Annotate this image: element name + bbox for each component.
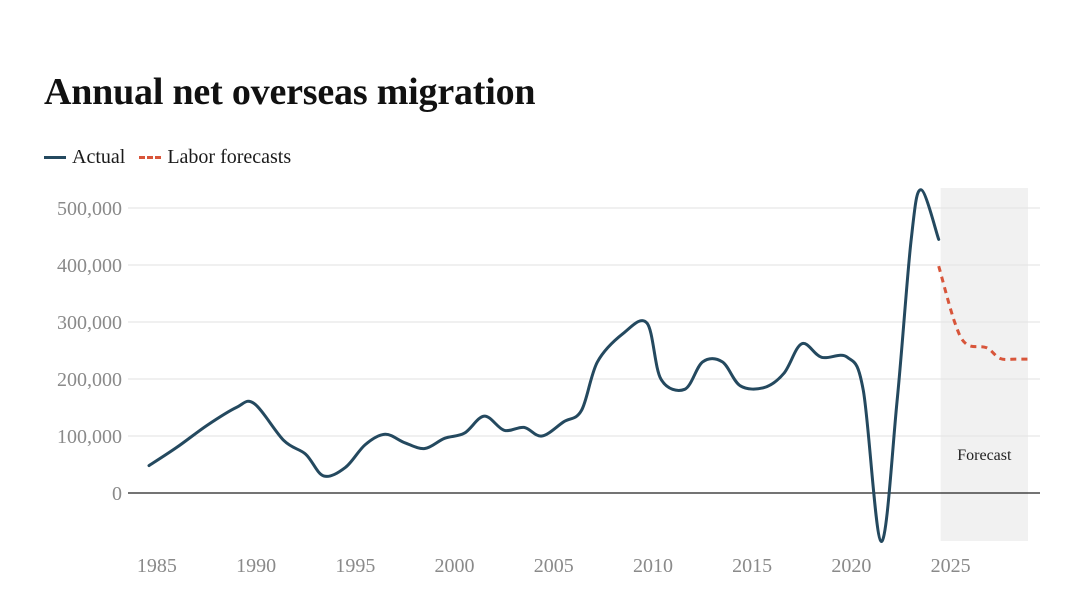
y-tick-label-500000: 500,000: [57, 198, 122, 220]
legend-label-actual: Actual: [72, 146, 126, 168]
legend-swatch-actual: [44, 156, 66, 159]
x-tick-label-1995: 1995: [335, 555, 375, 577]
x-tick-label-2020: 2020: [831, 555, 871, 577]
chart-title: Annual net overseas migration: [44, 71, 536, 113]
legend-swatch-labor-forecasts: [139, 156, 162, 159]
legend-item-labor-forecasts: Labor forecasts: [139, 146, 291, 169]
x-tick-label-1985: 1985: [137, 555, 177, 577]
series-line-actual: [147, 188, 941, 544]
forecast-annotation-label: Forecast: [957, 447, 1012, 464]
forecast-band: [940, 188, 1028, 541]
series-line-labor-forecasts: [937, 265, 1028, 361]
y-tick-label-200000: 200,000: [57, 369, 122, 391]
legend-item-actual: Actual: [44, 146, 125, 169]
y-tick-label-300000: 300,000: [57, 312, 122, 334]
x-tick-label-2025: 2025: [931, 555, 971, 577]
x-tick-label-2005: 2005: [534, 555, 574, 577]
y-tick-label-0: 0: [112, 483, 122, 505]
x-tick-label-2015: 2015: [732, 555, 772, 577]
x-tick-label-2010: 2010: [633, 555, 673, 577]
y-tick-label-400000: 400,000: [57, 255, 122, 277]
x-tick-label-2000: 2000: [435, 555, 475, 577]
legend: Actual Labor forecasts: [44, 146, 305, 169]
x-tick-label-1990: 1990: [236, 555, 276, 577]
legend-label-labor-forecasts: Labor forecasts: [167, 146, 292, 168]
y-tick-label-100000: 100,000: [57, 426, 122, 448]
